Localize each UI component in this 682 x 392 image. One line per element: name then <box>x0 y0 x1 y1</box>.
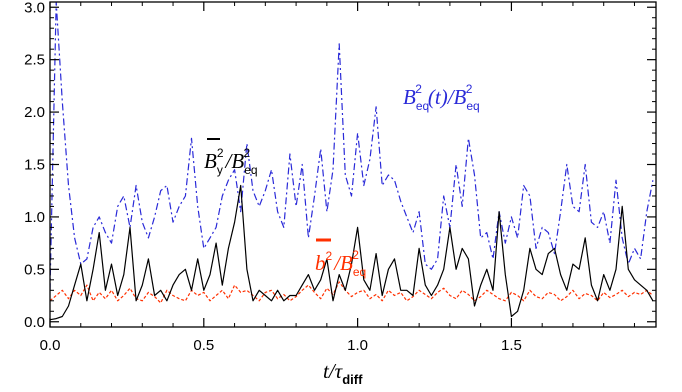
y-tick-label: 0.5 <box>24 261 45 278</box>
x-tick-label: 1.5 <box>501 337 522 354</box>
y-tick-label: 1.5 <box>24 157 45 174</box>
x-axis-label: t/τdiff <box>323 359 363 387</box>
svg-text:By2/Beq2: By2/Beq2 <box>204 146 258 177</box>
y-tick-label: 1.0 <box>24 209 45 226</box>
y-tick-label: 2.0 <box>24 104 45 121</box>
annotations: t/τdiff By2/Beq2 Beq2 (t)/Beq2 b2/Beq2 <box>204 82 480 387</box>
series-layer <box>50 2 654 321</box>
annotation-by: By2/Beq2 <box>204 138 258 177</box>
series-line <box>50 2 654 291</box>
annotation-beq: Beq2 (t)/Beq2 <box>403 82 480 113</box>
svg-text:b2/Beq2: b2/Beq2 <box>315 248 366 279</box>
series-line <box>50 184 654 321</box>
annotation-b2: b2/Beq2 <box>315 238 366 279</box>
y-tick-label: 2.5 <box>24 52 45 69</box>
x-tick-label: 0.0 <box>40 337 61 354</box>
y-tick-label: 0.0 <box>24 314 45 331</box>
x-tick-label: 1.0 <box>347 337 368 354</box>
series-line <box>50 281 654 304</box>
svg-text:Beq2(t)/Beq2: Beq2 (t)/Beq2 <box>403 82 480 113</box>
x-tick-label: 0.5 <box>193 337 214 354</box>
ticks-layer: 0.0 0.5 1.0 1.5 2.0 2.5 3.0 0.0 0.5 1.0 1.5 <box>24 0 656 354</box>
y-tick-label: 3.0 <box>24 0 45 16</box>
